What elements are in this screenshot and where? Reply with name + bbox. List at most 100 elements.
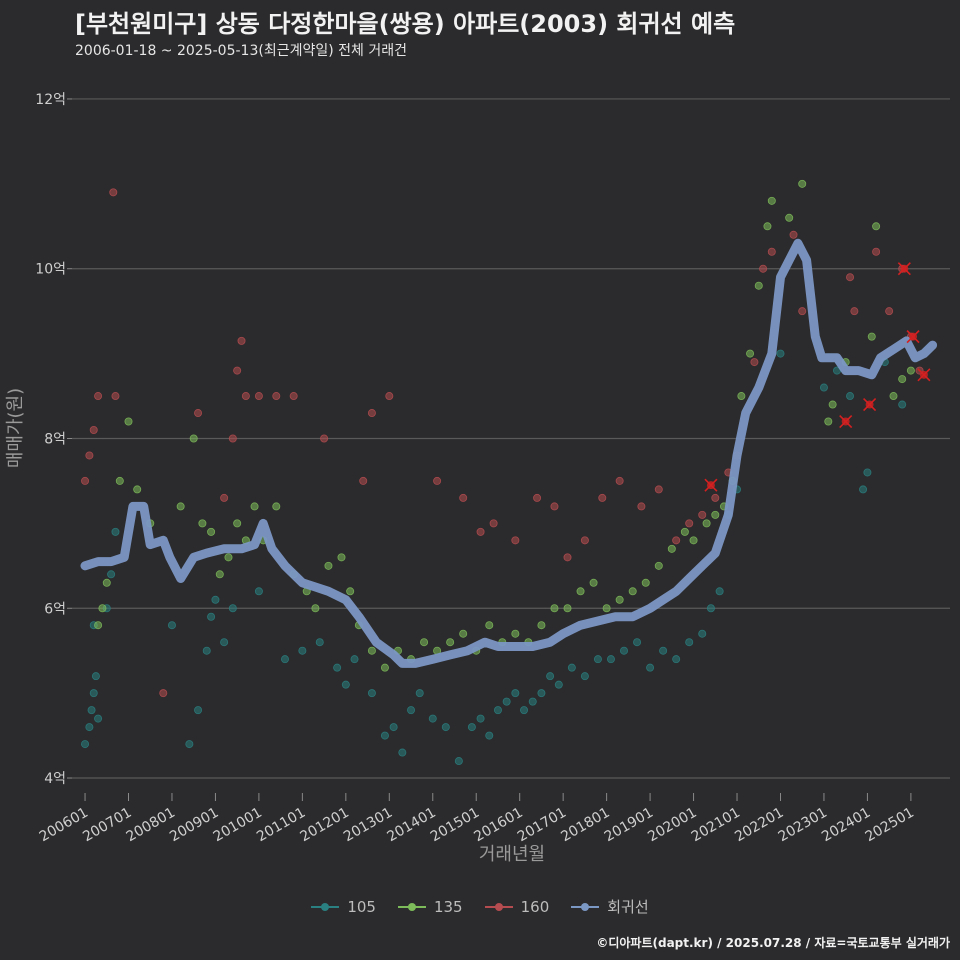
- data-point-135: [124, 417, 133, 426]
- data-point-135: [602, 604, 611, 613]
- data-point-135: [115, 476, 124, 485]
- data-point-160: [580, 536, 589, 545]
- data-point-135: [176, 502, 185, 511]
- y-axis-ticks: 4억 6억 8억 10억 12억: [35, 92, 72, 787]
- data-point-135: [906, 366, 915, 375]
- data-point-105: [528, 697, 537, 706]
- source-caption: ©디아파트(dapt.kr) / 2025.07.28 / 자료=국토교통부 실…: [596, 936, 950, 950]
- legend-item-135: 135: [397, 896, 463, 917]
- data-point-160: [228, 434, 237, 443]
- data-point-160: [109, 188, 118, 197]
- x-tick-label: 202001: [645, 805, 699, 846]
- data-point-160: [459, 493, 468, 502]
- data-point-105: [620, 646, 629, 655]
- data-point-135: [763, 222, 772, 231]
- x-tick-label: 201301: [341, 805, 395, 846]
- data-point-135: [824, 417, 833, 426]
- legend-label-105: 105: [347, 897, 376, 916]
- data-point-160: [385, 392, 394, 401]
- data-point-135: [798, 179, 807, 188]
- data-point-105: [476, 714, 485, 723]
- legend-item-160: 160: [484, 896, 550, 917]
- x-tick-label: 202201: [732, 805, 786, 846]
- legend-label-135: 135: [433, 897, 463, 916]
- data-point-135: [654, 561, 663, 570]
- data-point-135: [324, 561, 333, 570]
- data-point-105: [91, 672, 100, 681]
- x-tick-label: 200901: [167, 805, 221, 846]
- x-tick-label: 200801: [124, 805, 178, 846]
- regression-line: [80, 238, 938, 668]
- data-point-105: [685, 638, 694, 647]
- data-point-135: [711, 510, 720, 519]
- data-point-135: [272, 502, 281, 511]
- legend-item-105: 105: [311, 896, 376, 917]
- data-point-160: [654, 485, 663, 494]
- data-point-160: [533, 493, 542, 502]
- x-tick-label: 201601: [471, 805, 525, 846]
- grid-lines: [72, 98, 950, 779]
- data-point-160: [750, 358, 759, 367]
- data-point-105: [485, 731, 494, 740]
- data-point-105: [846, 392, 855, 401]
- data-point-160: [476, 527, 485, 536]
- data-point-135: [198, 519, 207, 528]
- data-point-105: [537, 689, 546, 698]
- data-point-105: [415, 689, 424, 698]
- data-point-135: [224, 553, 233, 562]
- data-point-160: [237, 336, 246, 345]
- y-tick-label: 8억: [44, 431, 66, 447]
- data-point-105: [454, 757, 463, 766]
- data-point-105: [94, 714, 103, 723]
- data-point-135: [133, 485, 142, 494]
- data-point-135: [898, 375, 907, 384]
- data-point-160: [194, 409, 203, 418]
- data-point-135: [667, 544, 676, 553]
- data-point-135: [250, 502, 259, 511]
- data-point-135: [189, 434, 198, 443]
- data-point-105: [706, 604, 715, 613]
- legend-key-105: [311, 901, 340, 913]
- data-point-105: [107, 570, 116, 579]
- data-point-105: [81, 740, 90, 749]
- chart-subtitle: 2006-01-18 ~ 2025-05-13(최근계약일) 전체 거래건: [75, 43, 407, 59]
- data-point-135: [746, 349, 755, 358]
- x-axis-ticks: 2006012007012008012009012010012011012012…: [37, 793, 917, 845]
- legend-key-160: [484, 901, 513, 913]
- data-point-105: [89, 689, 98, 698]
- forecast-marker-cross: [839, 414, 853, 429]
- data-point-160: [672, 536, 681, 545]
- data-point-135: [94, 621, 103, 630]
- data-point-160: [289, 392, 298, 401]
- data-point-135: [459, 629, 468, 638]
- data-point-135: [233, 519, 242, 528]
- x-tick-label: 200601: [37, 805, 91, 846]
- data-point-160: [563, 553, 572, 562]
- legend-label-160: 160: [520, 897, 550, 916]
- x-axis-label: 거래년월: [479, 844, 545, 865]
- data-point-105: [167, 621, 176, 630]
- data-point-105: [380, 731, 389, 740]
- data-point-160: [798, 307, 807, 316]
- data-point-160: [85, 451, 94, 460]
- data-point-160: [850, 307, 859, 316]
- data-point-105: [194, 706, 203, 715]
- data-point-105: [580, 672, 589, 681]
- data-point-135: [420, 638, 429, 647]
- legend-key-135: [397, 901, 426, 913]
- y-tick-label: 12억: [35, 92, 66, 108]
- data-point-105: [898, 400, 907, 409]
- data-point-135: [563, 604, 572, 613]
- data-point-135: [589, 578, 598, 587]
- data-point-135: [311, 604, 320, 613]
- scatter-points: [81, 179, 924, 766]
- data-point-105: [502, 697, 511, 706]
- forecast-marker-cross: [906, 330, 920, 344]
- data-point-160: [511, 536, 520, 545]
- data-point-105: [333, 663, 342, 672]
- data-point-135: [102, 578, 111, 587]
- data-point-135: [641, 578, 650, 587]
- x-tick-label: 202401: [819, 805, 873, 846]
- data-point-135: [680, 527, 689, 536]
- data-point-135: [537, 621, 546, 630]
